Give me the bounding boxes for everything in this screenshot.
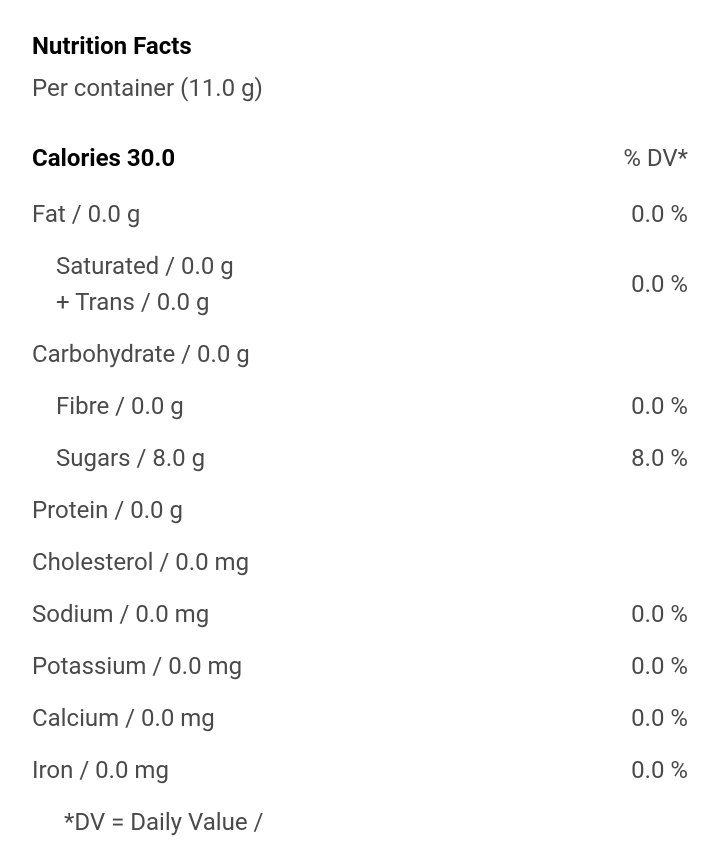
row-sodium: Sodium / 0.0 mg 0.0 % <box>32 588 688 640</box>
protein-label: Protein / 0.0 g <box>32 492 183 528</box>
serving-size: Per container (11.0 g) <box>32 70 688 106</box>
iron-dv: 0.0 % <box>631 752 688 788</box>
sugars-dv: 8.0 % <box>631 440 688 476</box>
row-carbohydrate: Carbohydrate / 0.0 g <box>32 328 688 380</box>
potassium-label: Potassium / 0.0 mg <box>32 648 242 684</box>
fat-label: Fat / 0.0 g <box>32 196 140 232</box>
row-sugars: Sugars / 8.0 g 8.0 % <box>32 432 688 484</box>
dv-header: % DV* <box>623 140 688 176</box>
row-iron: Iron / 0.0 mg 0.0 % <box>32 744 688 796</box>
saturated-label: Saturated / 0.0 g <box>56 248 234 284</box>
trans-label: + Trans / 0.0 g <box>56 284 234 320</box>
calcium-dv: 0.0 % <box>631 700 688 736</box>
fibre-dv: 0.0 % <box>631 388 688 424</box>
row-fibre: Fibre / 0.0 g 0.0 % <box>32 380 688 432</box>
saturated-dv: 0.0 % <box>631 266 688 302</box>
dv-footnote: *DV = Daily Value / <box>32 796 688 840</box>
row-cholesterol: Cholesterol / 0.0 mg <box>32 536 688 588</box>
calories-value: Calories 30.0 <box>32 140 175 176</box>
calcium-label: Calcium / 0.0 mg <box>32 700 215 736</box>
iron-label: Iron / 0.0 mg <box>32 752 169 788</box>
sodium-dv: 0.0 % <box>631 596 688 632</box>
sodium-label: Sodium / 0.0 mg <box>32 596 209 632</box>
fibre-label: Fibre / 0.0 g <box>32 388 184 424</box>
calories-row: Calories 30.0 % DV* <box>32 140 688 176</box>
row-potassium: Potassium / 0.0 mg 0.0 % <box>32 640 688 692</box>
cholesterol-label: Cholesterol / 0.0 mg <box>32 544 249 580</box>
row-calcium: Calcium / 0.0 mg 0.0 % <box>32 692 688 744</box>
fat-dv: 0.0 % <box>631 196 688 232</box>
row-protein: Protein / 0.0 g <box>32 484 688 536</box>
carbohydrate-label: Carbohydrate / 0.0 g <box>32 336 250 372</box>
row-sat-trans: Saturated / 0.0 g + Trans / 0.0 g 0.0 % <box>32 240 688 328</box>
row-fat: Fat / 0.0 g 0.0 % <box>32 188 688 240</box>
nutrition-title: Nutrition Facts <box>32 28 688 64</box>
sugars-label: Sugars / 8.0 g <box>32 440 205 476</box>
potassium-dv: 0.0 % <box>631 648 688 684</box>
